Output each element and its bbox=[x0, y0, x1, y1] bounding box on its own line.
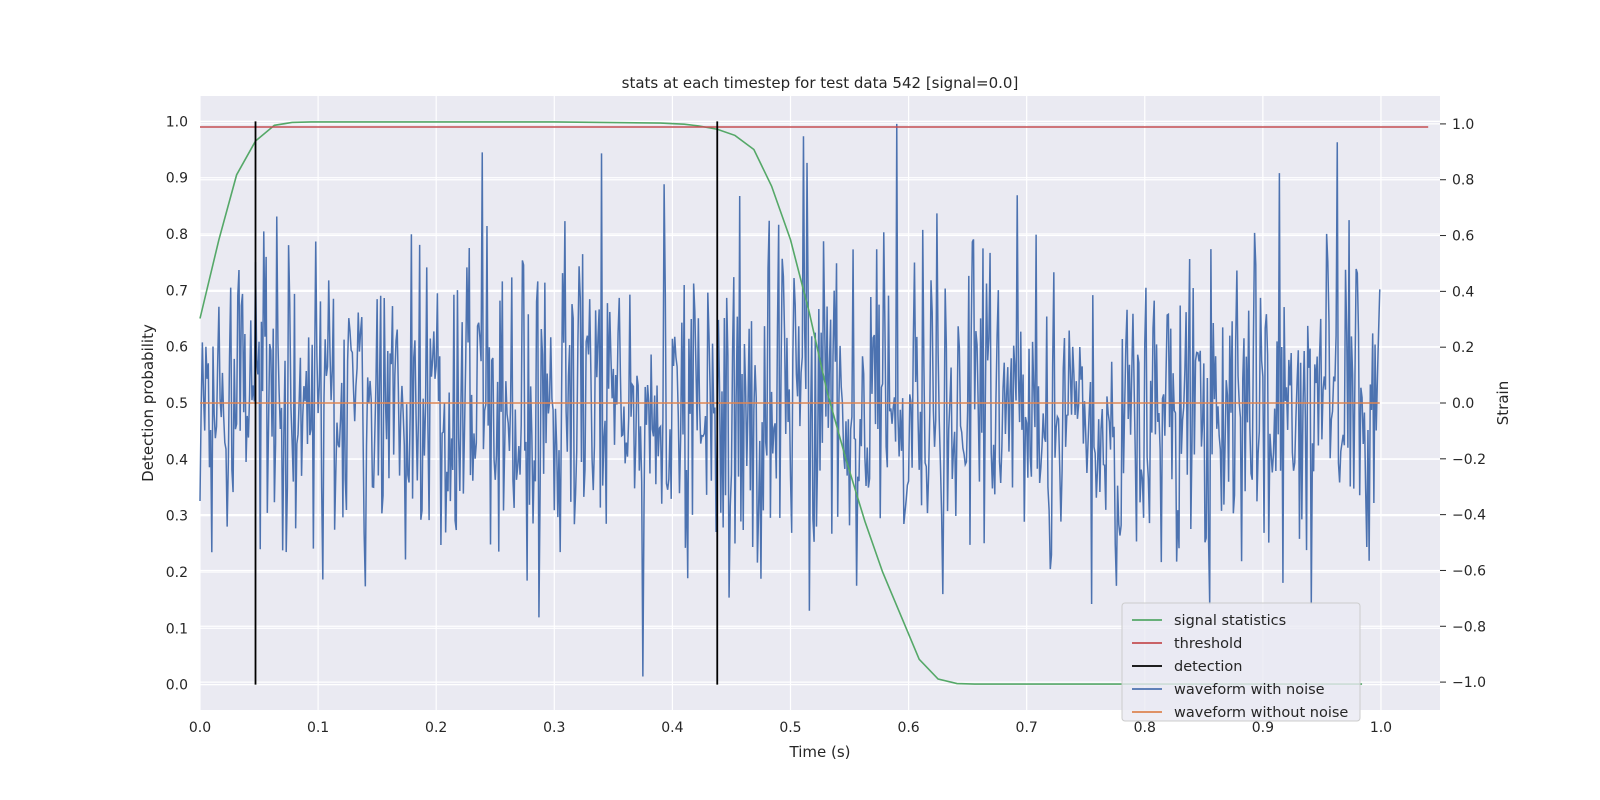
y-left-tick-label: 0.2 bbox=[166, 565, 188, 581]
y-axis-left-label: Detection probability bbox=[139, 324, 157, 482]
legend-label: waveform with noise bbox=[1174, 682, 1325, 698]
y-left-tick-label: 0.0 bbox=[166, 678, 188, 694]
y-right-tick-label: −1.0 bbox=[1452, 675, 1486, 691]
ticks-layer: 0.0 0.1 0.2 0.3 0.4 0.5 0.6 0.7 0.8 0.9 1.0 0.0 0.1 0… bbox=[166, 114, 1486, 736]
y-left-tick-label: 0.3 bbox=[166, 509, 188, 525]
series-waveform-with-noise bbox=[199, 123, 1381, 677]
y-left-tick-label: 0.4 bbox=[166, 452, 188, 468]
y-right-tick-label: 1.0 bbox=[1452, 117, 1474, 133]
x-tick-label: 1.0 bbox=[1370, 720, 1392, 736]
legend-box bbox=[1121, 602, 1361, 722]
legend-label: waveform without noise bbox=[1174, 705, 1348, 721]
x-tick-label: 0.4 bbox=[661, 720, 683, 736]
y-left-tick-label: 0.8 bbox=[166, 227, 188, 243]
x-tick-label: 0.7 bbox=[1016, 720, 1038, 736]
x-tick-label: 0.8 bbox=[1134, 720, 1156, 736]
y-left-tick-label: 1.0 bbox=[166, 114, 188, 130]
series-signal-statistics bbox=[199, 121, 1363, 685]
x-axis-label: Time (s) bbox=[789, 743, 851, 761]
y-left-tick-label: 0.5 bbox=[166, 396, 188, 412]
y-left-tick-label: 0.7 bbox=[166, 283, 188, 299]
legend-label: signal statistics bbox=[1174, 613, 1286, 629]
x-tick-label: 0.2 bbox=[425, 720, 447, 736]
legend-items: signal statistics threshold detection wavef… bbox=[1132, 613, 1348, 721]
x-tick-label: 0.6 bbox=[897, 720, 919, 736]
y-left-tick-label: 0.9 bbox=[166, 171, 188, 187]
y-right-tick-label: 0.6 bbox=[1452, 229, 1474, 245]
legend: signal statistics threshold detection wavef… bbox=[1121, 602, 1361, 722]
legend-label: detection bbox=[1174, 659, 1242, 675]
x-tick-label: 0.1 bbox=[307, 720, 329, 736]
y-right-tick-label: 0.8 bbox=[1452, 173, 1474, 189]
chart-title: stats at each timestep for test data 542… bbox=[622, 74, 1019, 92]
y-right-tick-label: 0.0 bbox=[1452, 396, 1474, 412]
y-right-tick-label: −0.8 bbox=[1452, 619, 1486, 635]
y-axis-right-label: Strain bbox=[1494, 381, 1512, 425]
y-right-tick-label: −0.2 bbox=[1452, 452, 1486, 468]
x-tick-label: 0.3 bbox=[543, 720, 565, 736]
x-tick-label: 0.0 bbox=[189, 720, 211, 736]
y-left-tick-label: 0.6 bbox=[166, 340, 188, 356]
series-layer bbox=[199, 121, 1429, 685]
y-right-tick-label: −0.6 bbox=[1452, 563, 1486, 579]
y-right-tick-label: −0.4 bbox=[1452, 508, 1486, 524]
legend-label: threshold bbox=[1174, 636, 1242, 652]
x-tick-label: 0.9 bbox=[1252, 720, 1274, 736]
y-right-tick-label: 0.4 bbox=[1452, 284, 1474, 300]
y-left-tick-label: 0.1 bbox=[166, 621, 188, 637]
x-tick-label: 0.5 bbox=[779, 720, 801, 736]
y-right-tick-label: 0.2 bbox=[1452, 340, 1474, 356]
